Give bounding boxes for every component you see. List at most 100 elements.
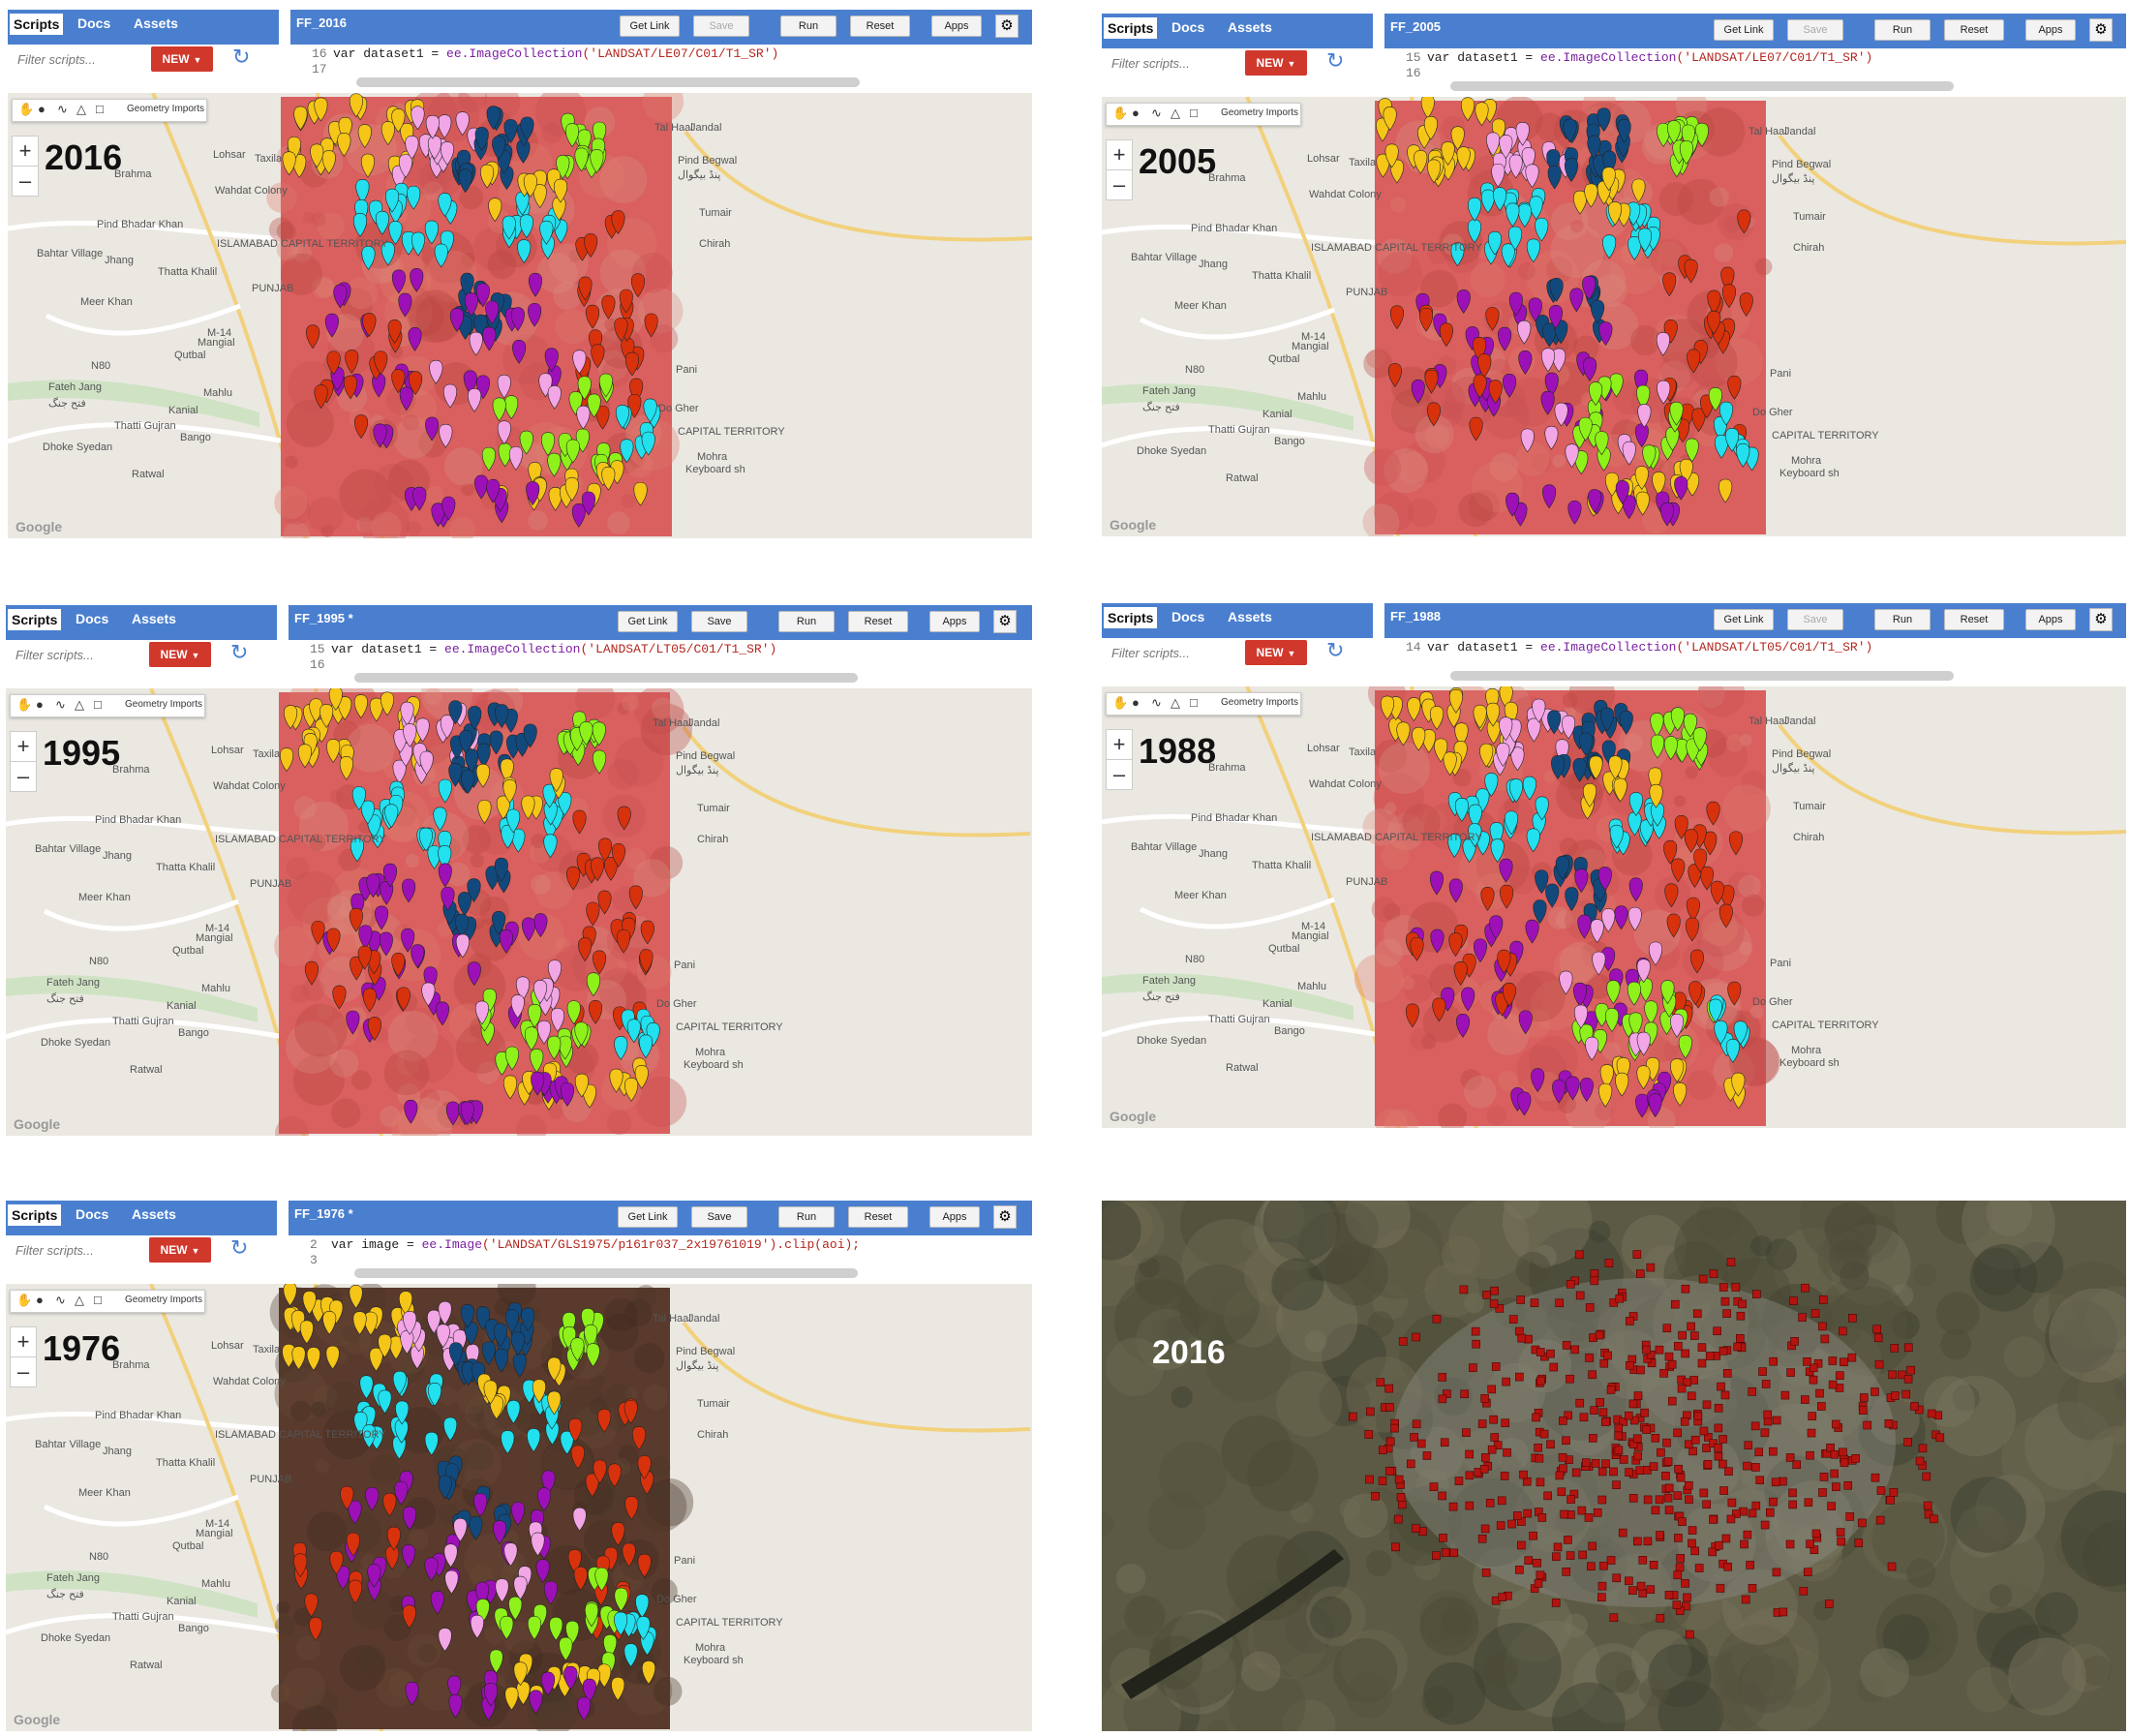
purple-marker-icon[interactable] — [463, 370, 477, 395]
purple-marker-icon[interactable] — [1542, 484, 1557, 509]
placemark-icon[interactable] — [1439, 1534, 1447, 1542]
purple-marker-icon[interactable] — [441, 886, 455, 911]
placemark-icon[interactable] — [1501, 1418, 1510, 1427]
placemark-icon[interactable] — [1412, 1524, 1420, 1533]
placemark-icon[interactable] — [1638, 1556, 1648, 1565]
pink-marker-icon[interactable] — [1656, 331, 1670, 356]
pink-marker-icon[interactable] — [438, 1628, 452, 1653]
cyan-marker-icon[interactable] — [1725, 1039, 1740, 1063]
cyan-marker-icon[interactable] — [443, 1416, 458, 1442]
lime-marker-icon[interactable] — [1692, 727, 1707, 752]
navy-marker-icon[interactable] — [1535, 869, 1549, 895]
purple-marker-icon[interactable] — [1517, 1091, 1532, 1116]
yellow-marker-icon[interactable] — [1475, 102, 1489, 127]
purple-marker-icon[interactable] — [526, 481, 540, 506]
yellow-marker-icon[interactable] — [549, 768, 563, 793]
red-marker-icon[interactable] — [1689, 949, 1704, 974]
placemark-icon[interactable] — [1667, 1359, 1677, 1369]
tab-docs[interactable]: Docs — [76, 1206, 109, 1222]
placemark-icon[interactable] — [1915, 1456, 1925, 1466]
purple-marker-icon[interactable] — [1588, 489, 1602, 514]
navy-marker-icon[interactable] — [460, 272, 474, 297]
placemark-icon[interactable] — [1723, 1562, 1732, 1571]
cyan-marker-icon[interactable] — [1505, 810, 1519, 836]
placemark-icon[interactable] — [1674, 1464, 1683, 1474]
placemark-icon[interactable] — [1683, 1593, 1691, 1602]
pink-marker-icon[interactable] — [572, 350, 587, 375]
lime-marker-icon[interactable] — [1628, 1012, 1643, 1037]
placemark-icon[interactable] — [1533, 1558, 1541, 1568]
lime-marker-icon[interactable] — [584, 1602, 599, 1628]
red-marker-icon[interactable] — [1710, 880, 1724, 905]
red-marker-icon[interactable] — [597, 890, 612, 915]
cyan-marker-icon[interactable] — [424, 220, 439, 245]
yellow-marker-icon[interactable] — [1731, 1072, 1746, 1097]
navy-marker-icon[interactable] — [459, 730, 473, 754]
placemark-icon[interactable] — [1788, 1488, 1797, 1498]
placemark-icon[interactable] — [1659, 1369, 1668, 1378]
purple-marker-icon[interactable] — [402, 878, 416, 903]
filter-scripts-input[interactable]: Filter scripts... — [15, 1243, 94, 1258]
lime-marker-icon[interactable] — [1660, 980, 1675, 1005]
purple-marker-icon[interactable] — [535, 1559, 550, 1584]
rectangle-icon[interactable]: □ — [96, 102, 104, 116]
navy-marker-icon[interactable] — [1590, 299, 1605, 324]
cyan-marker-icon[interactable] — [1736, 442, 1750, 468]
purple-marker-icon[interactable] — [408, 327, 422, 351]
pink-marker-icon[interactable] — [1573, 1004, 1588, 1029]
red-marker-icon[interactable] — [306, 324, 320, 350]
placemark-icon[interactable] — [1603, 1351, 1612, 1360]
pink-marker-icon[interactable] — [436, 1324, 450, 1349]
placemark-icon[interactable] — [1720, 1390, 1730, 1400]
cyan-marker-icon[interactable] — [380, 241, 395, 266]
red-marker-icon[interactable] — [566, 866, 581, 891]
yellow-marker-icon[interactable] — [500, 758, 514, 783]
purple-marker-icon[interactable] — [531, 1071, 545, 1096]
placemark-icon[interactable] — [1714, 1444, 1722, 1452]
purple-marker-icon[interactable] — [1614, 905, 1628, 930]
navy-marker-icon[interactable] — [469, 1515, 483, 1540]
placemark-icon[interactable] — [1490, 1433, 1500, 1442]
pink-marker-icon[interactable] — [474, 1000, 489, 1025]
placemark-icon[interactable] — [1769, 1356, 1778, 1366]
geometry-imports-button[interactable]: Geometry Imports — [125, 1294, 203, 1305]
red-marker-icon[interactable] — [1700, 866, 1715, 891]
zoom-in-button[interactable]: + — [10, 1326, 37, 1357]
placemark-icon[interactable] — [1398, 1500, 1407, 1509]
cyan-marker-icon[interactable] — [1535, 217, 1549, 242]
lime-marker-icon[interactable] — [1685, 438, 1699, 463]
zoom-out-button[interactable]: – — [12, 166, 39, 197]
lime-marker-icon[interactable] — [1636, 384, 1651, 410]
yellow-marker-icon[interactable] — [352, 1311, 367, 1336]
cyan-marker-icon[interactable] — [433, 807, 447, 832]
purple-marker-icon[interactable] — [1579, 1078, 1594, 1102]
yellow-marker-icon[interactable] — [378, 1333, 392, 1358]
map-view[interactable]: ✋ ● ∿ △ □ Geometry Imports + –2005 Taxila Wahdat … — [1102, 97, 2126, 536]
placemark-icon[interactable] — [1655, 1345, 1664, 1355]
tab-assets[interactable]: Assets — [1228, 19, 1272, 35]
tab-docs[interactable]: Docs — [77, 15, 111, 31]
placemark-icon[interactable] — [1697, 1358, 1707, 1368]
red-marker-icon[interactable] — [1727, 375, 1742, 400]
yellow-marker-icon[interactable] — [1473, 704, 1487, 729]
placemark-icon[interactable] — [1808, 1412, 1817, 1420]
placemark-icon[interactable] — [1709, 1439, 1718, 1448]
map-view[interactable]: ✋ ● ∿ △ □ Geometry Imports + –1976 Taxila Wahdat … — [6, 1284, 1032, 1731]
rectangle-icon[interactable]: □ — [94, 697, 102, 712]
placemark-icon[interactable] — [1692, 1309, 1702, 1319]
placemark-icon[interactable] — [1471, 1326, 1480, 1336]
purple-marker-icon[interactable] — [382, 863, 398, 888]
hand-icon[interactable]: ✋ — [1112, 106, 1129, 120]
yellow-marker-icon[interactable] — [283, 1284, 297, 1307]
purple-marker-icon[interactable] — [510, 1502, 526, 1526]
placemark-icon[interactable] — [1718, 1435, 1727, 1444]
new-script-button[interactable]: NEW ▼ — [149, 1237, 211, 1263]
lime-marker-icon[interactable] — [1627, 981, 1641, 1006]
placemark-icon[interactable] — [1536, 1376, 1545, 1386]
yellow-marker-icon[interactable] — [489, 1395, 503, 1420]
reset-button[interactable]: Reset — [1944, 19, 2004, 41]
lime-marker-icon[interactable] — [540, 432, 556, 457]
placemark-icon[interactable] — [1619, 1417, 1628, 1426]
yellow-marker-icon[interactable] — [547, 1356, 562, 1382]
pink-marker-icon[interactable] — [1590, 919, 1604, 944]
